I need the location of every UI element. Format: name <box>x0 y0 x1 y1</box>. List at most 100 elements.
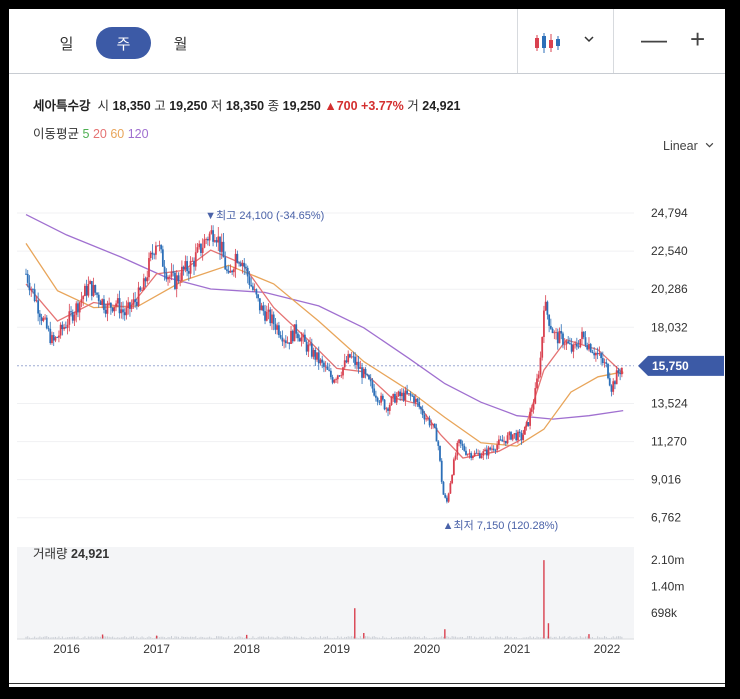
volume-bar <box>228 636 230 639</box>
volume-bar <box>186 636 188 639</box>
candle-body <box>68 311 71 325</box>
ma60-legend: 60 <box>110 127 125 141</box>
volume-bar <box>200 636 202 639</box>
volume-bar <box>124 636 126 639</box>
candle-body <box>129 302 131 309</box>
tab-week[interactable]: 주 <box>96 27 151 59</box>
candle-body <box>85 285 88 296</box>
candle-body <box>487 447 490 456</box>
candle-body <box>619 372 622 375</box>
chevron-down-icon <box>705 142 714 148</box>
volume-bar <box>235 637 237 639</box>
candle-body <box>473 452 476 457</box>
candle-body <box>99 301 102 305</box>
volume-bar <box>552 637 554 639</box>
candle-body <box>400 392 403 397</box>
volume-bar <box>99 636 101 639</box>
price-summary: 세아특수강 시 18,350 고 19,250 저 18,350 종 19,25… <box>33 95 461 114</box>
volume-bar <box>84 636 86 639</box>
volume-bar <box>444 629 446 639</box>
candle-body <box>615 370 618 385</box>
candle-body <box>342 367 344 376</box>
candle-body <box>167 277 169 280</box>
candle-body <box>510 432 512 440</box>
candle-body <box>170 271 173 277</box>
candle-body <box>187 271 190 274</box>
chart-window: 일 주 월 — + 세아특수강 시 18,350 고 19,250 저 18,3… <box>9 9 725 687</box>
volume-bar <box>333 637 335 639</box>
candle-body <box>518 431 521 434</box>
volume-bar <box>501 637 503 639</box>
ma120-line <box>25 214 624 420</box>
candle-body <box>414 398 417 403</box>
candle-body <box>343 360 346 368</box>
candle-body <box>574 343 577 345</box>
candle-body <box>71 312 74 321</box>
volume-bar <box>328 637 330 639</box>
candle-body <box>42 318 45 321</box>
candle-body <box>451 474 454 484</box>
volume-bar <box>534 637 536 639</box>
volume-bar <box>569 636 571 639</box>
volume-bar <box>349 636 351 639</box>
candle-body <box>238 262 240 264</box>
volume-bar <box>119 637 121 639</box>
candle-body <box>37 300 40 314</box>
price-tick-label: 11,270 <box>651 435 687 449</box>
volume-bar <box>337 636 339 639</box>
price-tick-label: 22,540 <box>651 244 688 258</box>
volume-bar <box>571 637 573 639</box>
candle-body <box>118 298 121 314</box>
candle-body <box>544 301 547 311</box>
volume-bar <box>529 636 531 639</box>
zoom-in-button[interactable]: + <box>690 24 706 54</box>
candle-body <box>125 307 128 316</box>
volume-bar <box>361 637 363 639</box>
price-tick-label: 13,524 <box>651 396 688 410</box>
volume-bar <box>162 636 164 639</box>
candle-body <box>494 449 497 451</box>
candle-body <box>369 379 372 382</box>
candle-body <box>56 337 59 338</box>
candle-body <box>155 245 157 255</box>
candle-body <box>302 334 305 338</box>
candle-body <box>219 236 221 252</box>
volume-bar <box>604 636 606 639</box>
volume-bar <box>597 636 599 639</box>
tab-month[interactable]: 월 <box>173 35 188 53</box>
candle-body <box>96 292 98 295</box>
candle-body <box>328 369 331 371</box>
candle-body <box>84 285 86 297</box>
tab-day[interactable]: 일 <box>59 35 74 53</box>
candle-body <box>491 448 493 450</box>
candle-body <box>381 395 384 400</box>
volume-bar <box>44 636 46 639</box>
volume-bar <box>384 637 386 639</box>
volume-bar <box>158 637 160 639</box>
chevron-down-icon[interactable] <box>583 33 595 45</box>
volume-bar <box>453 636 455 639</box>
volume-bar <box>262 636 264 639</box>
volume-bar <box>210 637 212 639</box>
volume-bar <box>354 608 356 639</box>
volume-bar <box>385 637 387 639</box>
volume-bar <box>406 637 408 639</box>
price-tick-label: 6,762 <box>651 511 681 525</box>
volume-bar <box>460 636 462 639</box>
scale-select[interactable]: Linear <box>663 139 715 153</box>
volume-bar <box>288 636 290 639</box>
volume-bar <box>157 636 159 639</box>
price-tick-label: 9,016 <box>651 473 681 487</box>
volume-bar <box>309 636 311 639</box>
candle-body <box>569 343 571 344</box>
zoom-out-button[interactable]: — <box>641 24 667 54</box>
volume-bar <box>404 636 406 639</box>
candle-body <box>123 312 126 316</box>
candle-body <box>354 356 357 365</box>
candle-body <box>303 334 306 342</box>
volume-bar <box>37 637 39 639</box>
candle-body <box>385 408 388 410</box>
candle-body <box>366 374 369 376</box>
candlestick-icon[interactable] <box>534 31 562 55</box>
price-chart[interactable]: 24,794 22,540 20,286 18,032 13,524 11,270 9,01… <box>9 169 725 674</box>
